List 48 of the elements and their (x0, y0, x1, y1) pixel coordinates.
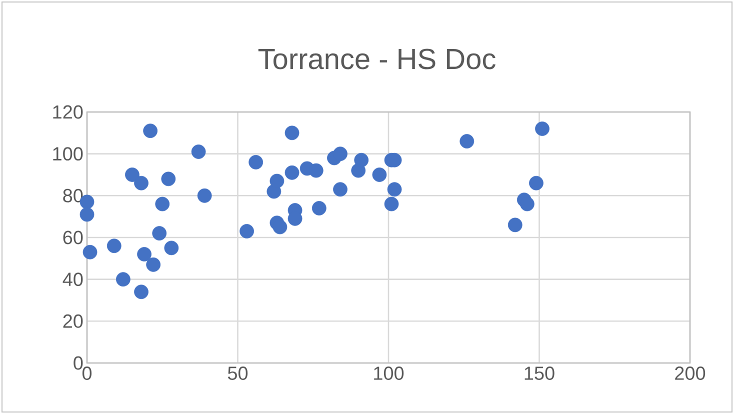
y-tick-label: 60 (63, 230, 83, 244)
point (333, 182, 348, 197)
point (520, 196, 534, 212)
point (354, 152, 369, 168)
point (308, 163, 324, 178)
y-tick-label: 120 (53, 105, 83, 119)
point (125, 168, 140, 182)
point (529, 176, 544, 190)
y-tick-label: 100 (53, 147, 83, 161)
x-tick-label: 200 (675, 366, 706, 380)
y-tick-label: 0 (74, 356, 83, 370)
point (240, 224, 254, 238)
point (106, 238, 122, 254)
y-tick-label: 40 (62, 272, 83, 286)
point (372, 168, 387, 182)
point (270, 174, 284, 188)
point (333, 146, 348, 162)
point (284, 126, 300, 140)
point (161, 172, 176, 186)
point (272, 220, 288, 234)
point (535, 122, 550, 136)
point (508, 218, 522, 232)
y-tick-label: 80 (63, 188, 83, 202)
x-tick-label: 150 (524, 366, 554, 380)
point (152, 226, 167, 241)
point (197, 188, 212, 203)
point (82, 244, 98, 260)
point (284, 165, 300, 180)
point (384, 196, 399, 212)
point (134, 176, 148, 190)
point (312, 201, 326, 216)
x-tick-label: 100 (374, 366, 404, 380)
point (116, 272, 130, 287)
point (191, 144, 206, 159)
point (164, 240, 179, 256)
point (80, 207, 94, 222)
point (143, 124, 158, 138)
point (146, 257, 161, 272)
point (137, 247, 152, 262)
chart-title: Torrance - HS Doc (258, 48, 496, 70)
point (134, 284, 148, 300)
x-tick-label: 0 (82, 366, 92, 380)
x-tick-label: 50 (228, 366, 248, 380)
point (460, 134, 474, 148)
point (155, 196, 170, 212)
y-tick-label: 20 (63, 314, 83, 328)
point (248, 154, 264, 170)
point (387, 182, 402, 197)
